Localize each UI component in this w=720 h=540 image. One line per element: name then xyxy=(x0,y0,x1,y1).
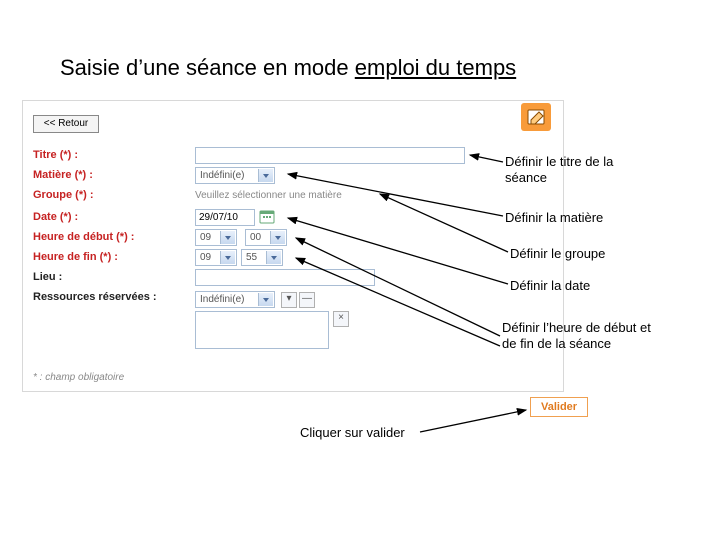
matiere-select[interactable]: Indéfini(e) xyxy=(195,167,275,184)
remove-resource-icon[interactable]: — xyxy=(299,292,315,308)
label-heure-debut: Heure de début (*) : xyxy=(33,231,195,243)
row-groupe: Groupe (*) : Veuillez sélectionner une m… xyxy=(33,185,342,205)
valider-button[interactable]: Valider xyxy=(530,397,588,417)
row-ressources: Ressources réservées : Indéfini(e) ▾ — × xyxy=(33,291,349,349)
row-titre: Titre (*) : xyxy=(33,145,465,165)
row-heure-fin: Heure de fin (*) : 09 55 xyxy=(33,247,283,267)
date-input[interactable] xyxy=(195,209,255,226)
back-button[interactable]: << Retour xyxy=(33,115,99,133)
heure-fin-h-select[interactable]: 09 xyxy=(195,249,237,266)
label-ressources: Ressources réservées : xyxy=(33,291,195,303)
label-date: Date (*) : xyxy=(33,211,195,223)
ressources-textarea[interactable] xyxy=(195,311,329,349)
annot-titre: Définir le titre de la séance xyxy=(505,154,655,187)
annot-matiere: Définir la matière xyxy=(505,210,665,226)
label-groupe: Groupe (*) : xyxy=(33,189,195,201)
ressources-select[interactable]: Indéfini(e) xyxy=(195,291,275,308)
required-footnote: * : champ obligatoire xyxy=(33,372,124,383)
label-titre: Titre (*) : xyxy=(33,149,195,161)
calendar-icon[interactable] xyxy=(259,209,275,225)
heure-debut-h-select[interactable]: 09 xyxy=(195,229,237,246)
lieu-input[interactable] xyxy=(195,269,375,286)
groupe-placeholder: Veuillez sélectionner une matière xyxy=(195,190,342,201)
label-lieu: Lieu : xyxy=(33,271,195,283)
row-heure-debut: Heure de début (*) : 09 00 xyxy=(33,227,287,247)
heure-fin-m-select[interactable]: 55 xyxy=(241,249,283,266)
annot-date: Définir la date xyxy=(510,278,670,294)
annot-groupe: Définir le groupe xyxy=(510,246,670,262)
clear-resource-icon[interactable]: × xyxy=(333,311,349,327)
row-lieu: Lieu : xyxy=(33,267,375,287)
label-heure-fin: Heure de fin (*) : xyxy=(33,251,195,263)
row-matiere: Matière (*) : Indéfini(e) xyxy=(33,165,275,185)
page-title: Saisie d’une séance en mode emploi du te… xyxy=(60,55,516,81)
titre-input[interactable] xyxy=(195,147,465,164)
edit-icon[interactable] xyxy=(521,103,551,131)
title-prefix: Saisie d’une séance en mode xyxy=(60,55,355,80)
form-panel: << Retour Titre (*) : Matière (*) : Indé… xyxy=(22,100,564,392)
title-underlined: emploi du temps xyxy=(355,55,516,80)
annot-valider: Cliquer sur valider xyxy=(300,425,405,441)
label-matiere: Matière (*) : xyxy=(33,169,195,181)
heure-debut-m-select[interactable]: 00 xyxy=(245,229,287,246)
row-date: Date (*) : xyxy=(33,207,275,227)
add-resource-icon[interactable]: ▾ xyxy=(281,292,297,308)
annot-heures: Définir l’heure de début et de fin de la… xyxy=(502,320,652,353)
